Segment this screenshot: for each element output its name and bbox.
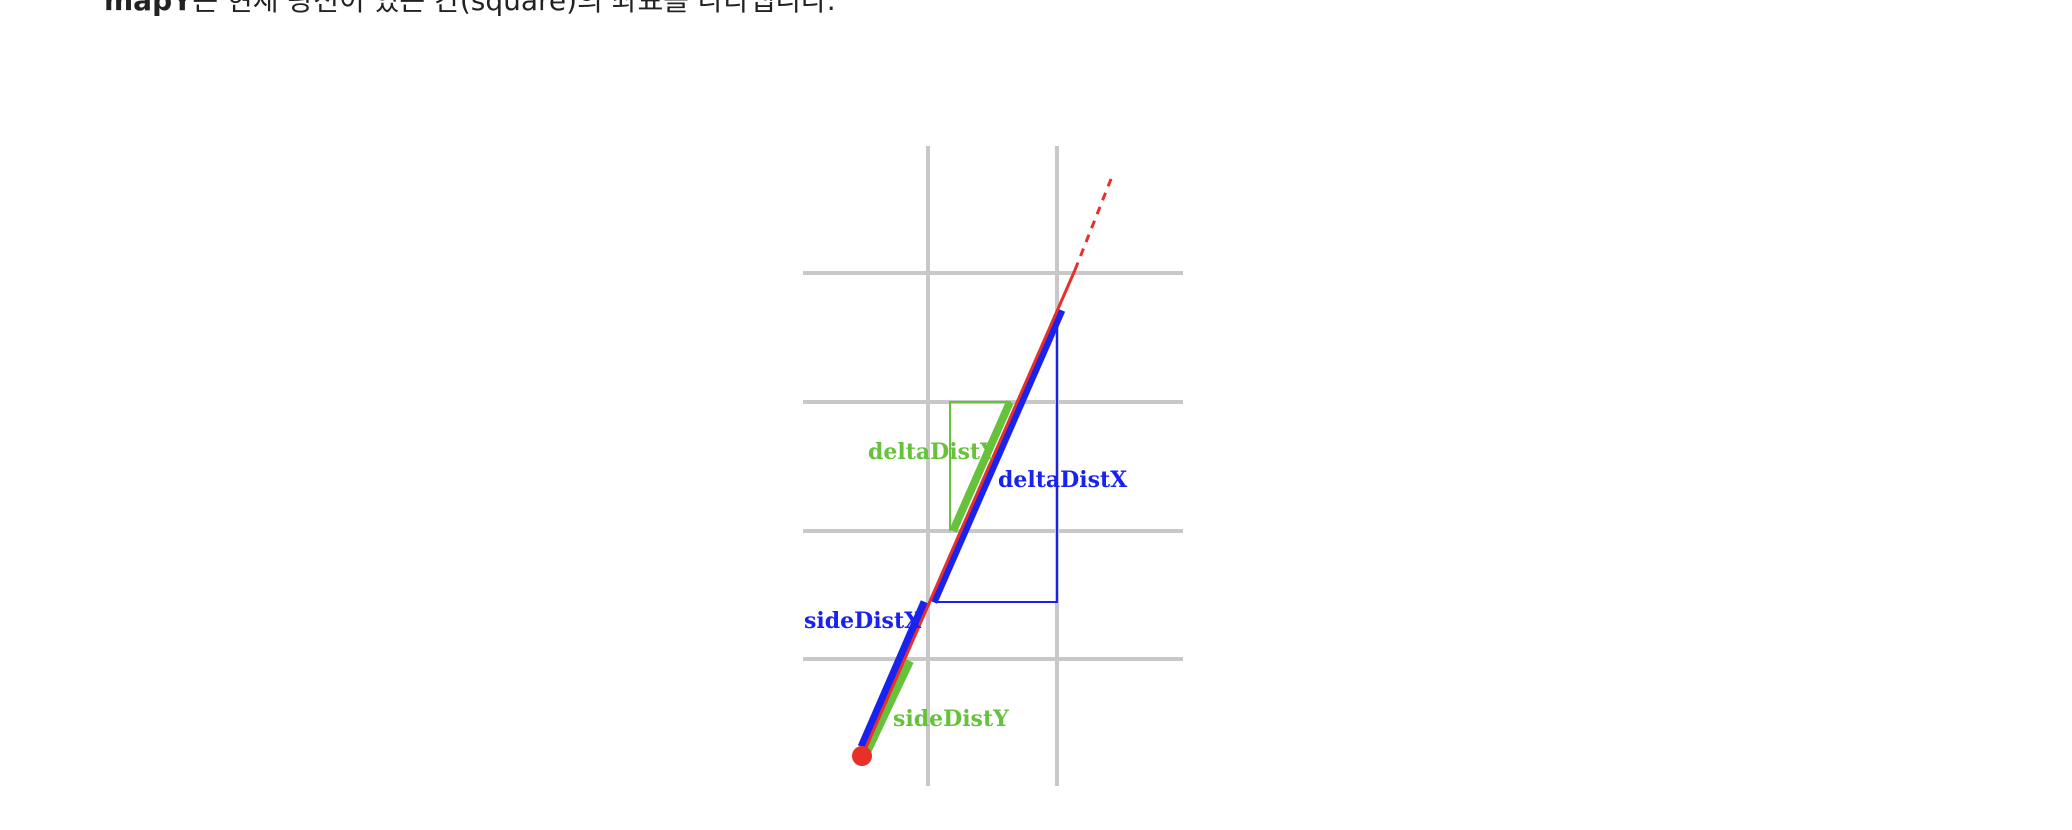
intro-bold-term: mapY	[104, 0, 193, 17]
ray-line-dashed	[1073, 173, 1115, 271]
ray-line	[862, 269, 1077, 753]
side-dist-x-label: sideDistX	[804, 608, 922, 634]
side-dist-x-segment	[857, 600, 930, 749]
intro-text: mapY는 현재 광선이 있는 칸(square)의 좌표를 나타냅니다.	[104, 0, 836, 18]
grid	[803, 146, 1183, 786]
delta-dist-x-segment	[928, 308, 1066, 604]
intro-body: 는 현재 광선이 있는 칸(square)의 좌표를 나타냅니다.	[192, 0, 836, 17]
delta-dist-x-label: deltaDistX	[998, 467, 1128, 493]
side-dist-y-segment	[863, 659, 914, 754]
delta-dist-y-label: deltaDistY	[868, 439, 996, 465]
ray-origin-dot	[852, 746, 872, 766]
side-dist-y-label: sideDistY	[893, 706, 1009, 732]
delta-dist-y-triangle	[949, 401, 1011, 531]
delta-dist-y-segment	[949, 400, 1014, 533]
